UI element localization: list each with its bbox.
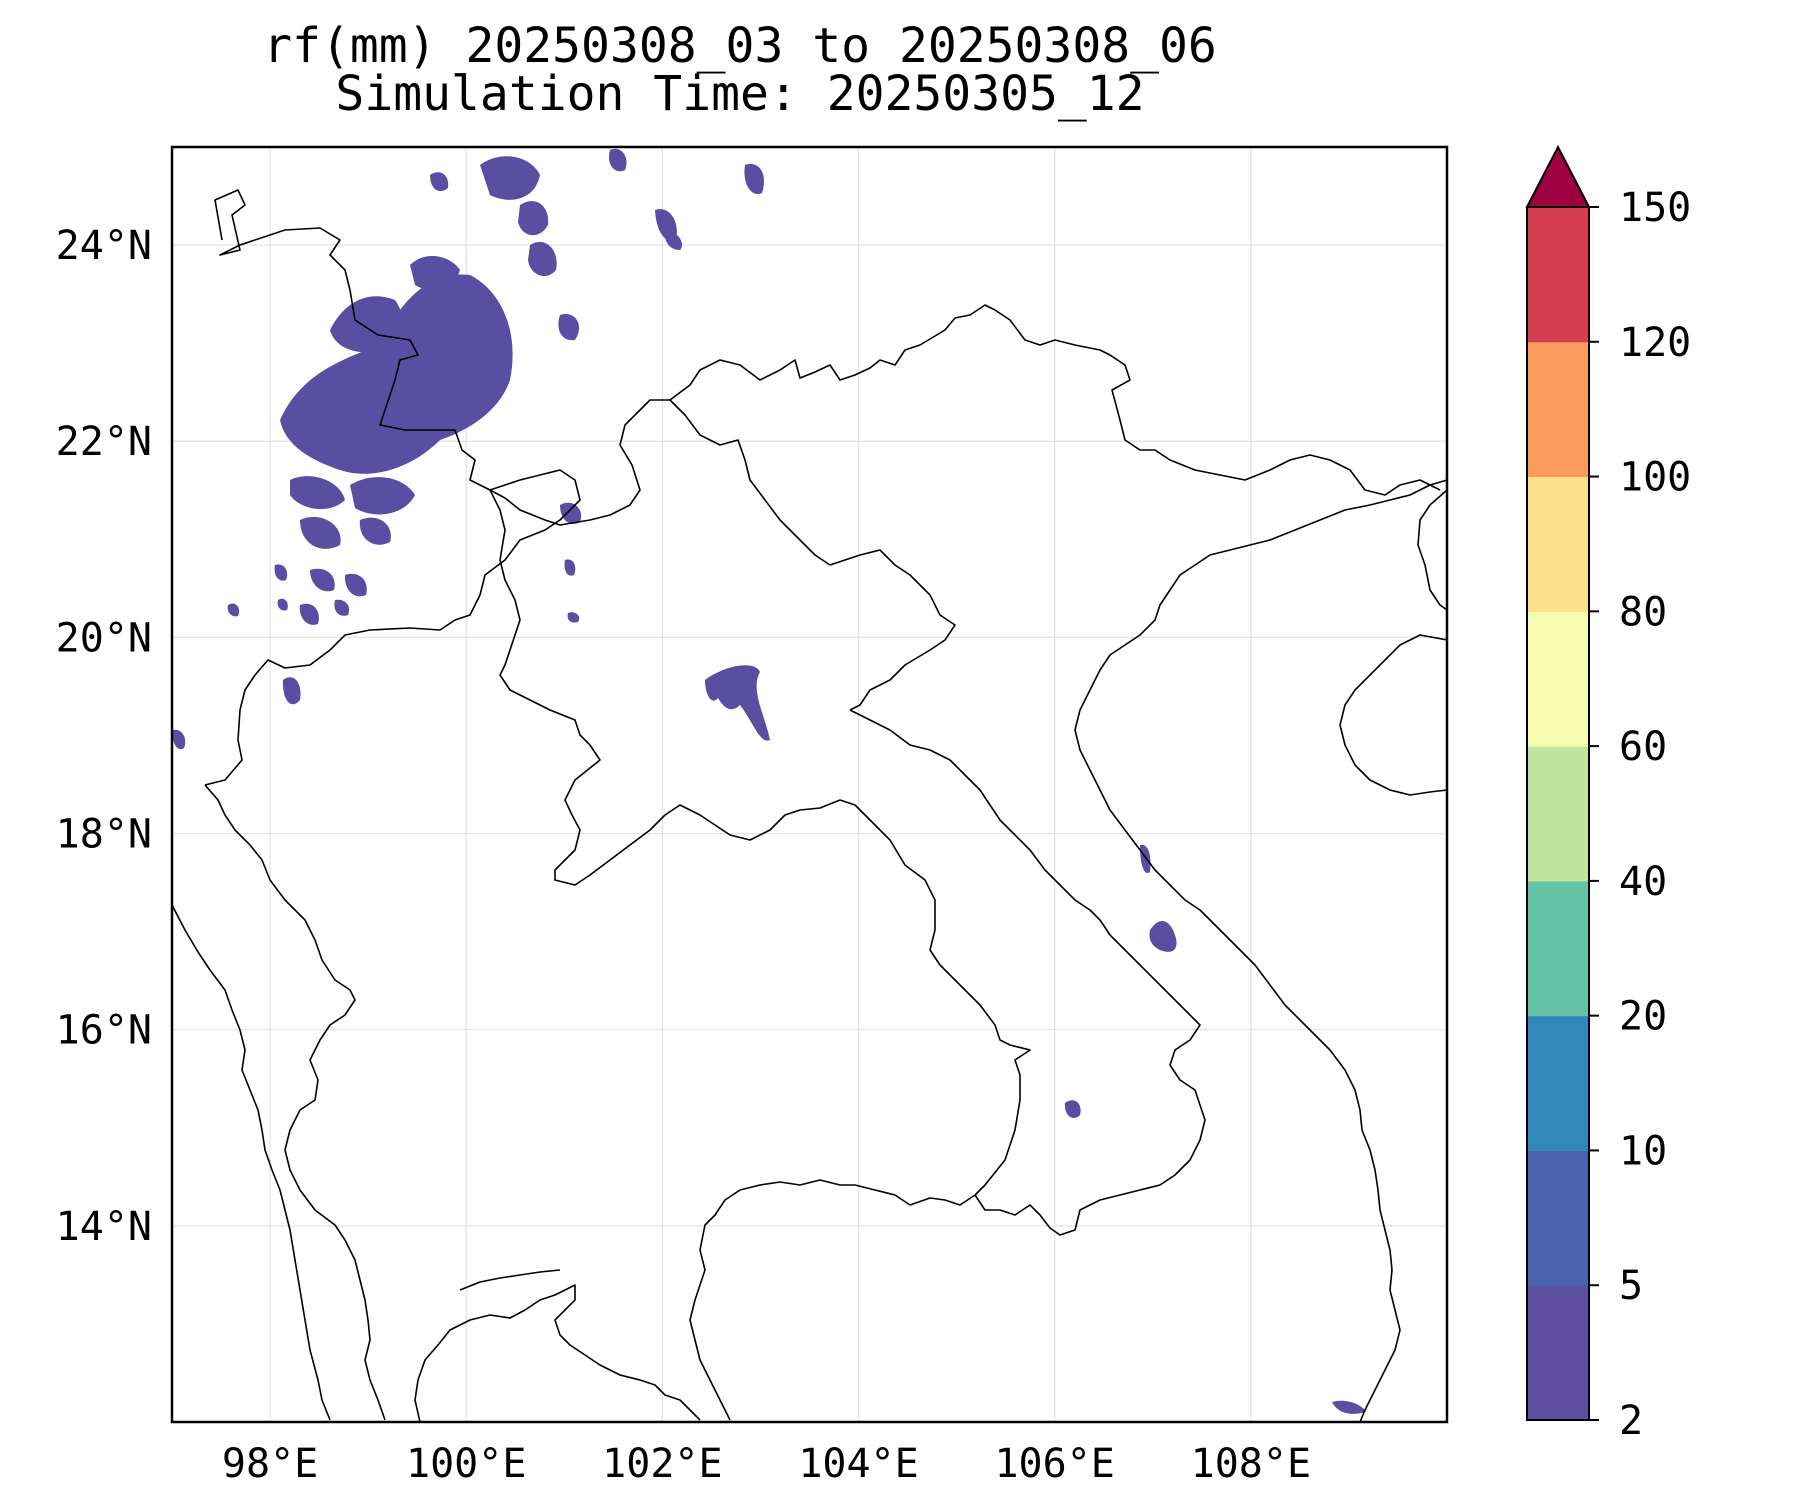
coast-gulf-of-thailand: [414, 1284, 701, 1422]
lat-tick-label: 20°N: [56, 615, 152, 661]
lon-tick-label: 98°E: [222, 1441, 318, 1487]
border-cambodia-vietnam: [974, 1189, 1141, 1236]
colorbar-tick-label: 60: [1619, 724, 1667, 770]
map-title-line1: rf(mm) 20250308_03 to 20250308_06: [263, 18, 1217, 74]
colorbar-segment: [1527, 341, 1589, 478]
colorbar-tick-label: 100: [1619, 455, 1691, 501]
rainfall-shading: [172, 148, 1366, 1414]
colorbar-segment: [1527, 476, 1589, 612]
coast-thailand-gulf-north: [459, 1269, 561, 1291]
coast-myanmar-west: [172, 904, 331, 1421]
lat-tick-label: 18°N: [56, 812, 152, 858]
colorbar-segment: [1527, 746, 1589, 882]
lon-tick-label: 106°E: [994, 1441, 1114, 1487]
colorbar-tick-label: 40: [1619, 859, 1667, 905]
colorbar-segment: [1527, 611, 1589, 747]
border-thailand-myanmar-west: [204, 784, 386, 1421]
lon-tick-label: 108°E: [1191, 1441, 1311, 1487]
border-cambodia-north: [689, 1179, 976, 1421]
lon-tick-label: 102°E: [602, 1441, 722, 1487]
coast-vietnam: [1074, 479, 1447, 1422]
colorbar-segment: [1527, 1015, 1589, 1151]
lat-tick-label: 22°N: [56, 419, 152, 465]
rain-cluster-northwest: [172, 148, 765, 750]
map-title-line2: Simulation Time: 20250305_12: [335, 66, 1145, 122]
colorbar-tick-label: 10: [1619, 1128, 1667, 1174]
lat-tick-label: 16°N: [56, 1008, 152, 1054]
colorbar-extend-arrow: [1525, 144, 1591, 208]
rain-patch-south-coast: [1332, 1400, 1366, 1414]
border-myanmar-laos: [204, 469, 581, 786]
colorbar-segment: [1527, 207, 1589, 343]
rain-patch-laos: [705, 665, 770, 741]
border-myanmar-china: [214, 189, 491, 491]
colorbar-tick-label: 2: [1619, 1398, 1643, 1444]
border-china-vietnam: [669, 304, 1441, 496]
axis-ticks: 98°E 100°E 102°E 104°E 106°E 108°E 24°N 22°N 20°…: [56, 223, 1311, 1487]
colorbar-frame: [1526, 206, 1590, 1421]
colorbar-tick-label: 80: [1619, 589, 1667, 635]
colorbar-segment: [1527, 1150, 1589, 1286]
colorbar-tick-label: 20: [1619, 994, 1667, 1040]
rain-patch-highlands: [1064, 1100, 1081, 1118]
lat-tick-label: 24°N: [56, 223, 152, 269]
colorbar-segment: [1527, 880, 1589, 1017]
colorbar-tick-label: 150: [1619, 185, 1691, 231]
lon-tick-label: 100°E: [406, 1441, 526, 1487]
border-laos-vietnam: [849, 709, 1206, 1191]
coastlines-and-borders: [172, 189, 1447, 1422]
border-laos-north: [489, 399, 956, 711]
gridlines: [172, 147, 1447, 1422]
border-laos-thailand: [489, 489, 1031, 1196]
coast-hainan: [1339, 634, 1447, 796]
colorbar-segment: [1527, 1285, 1589, 1421]
lat-tick-label: 14°N: [56, 1204, 152, 1250]
map-frame: [170, 145, 1449, 1424]
colorbar: 2 5 10 20 40 60 80 100 120 150: [1525, 144, 1691, 1444]
colorbar-tick-label: 120: [1619, 320, 1691, 366]
lon-tick-label: 104°E: [798, 1441, 918, 1487]
coast-leizhou: [1417, 489, 1447, 611]
colorbar-tick-label: 5: [1619, 1263, 1643, 1309]
rain-patch-vietnam-coast: [1149, 920, 1177, 952]
rain-patch-vietnam-small: [1140, 844, 1151, 873]
